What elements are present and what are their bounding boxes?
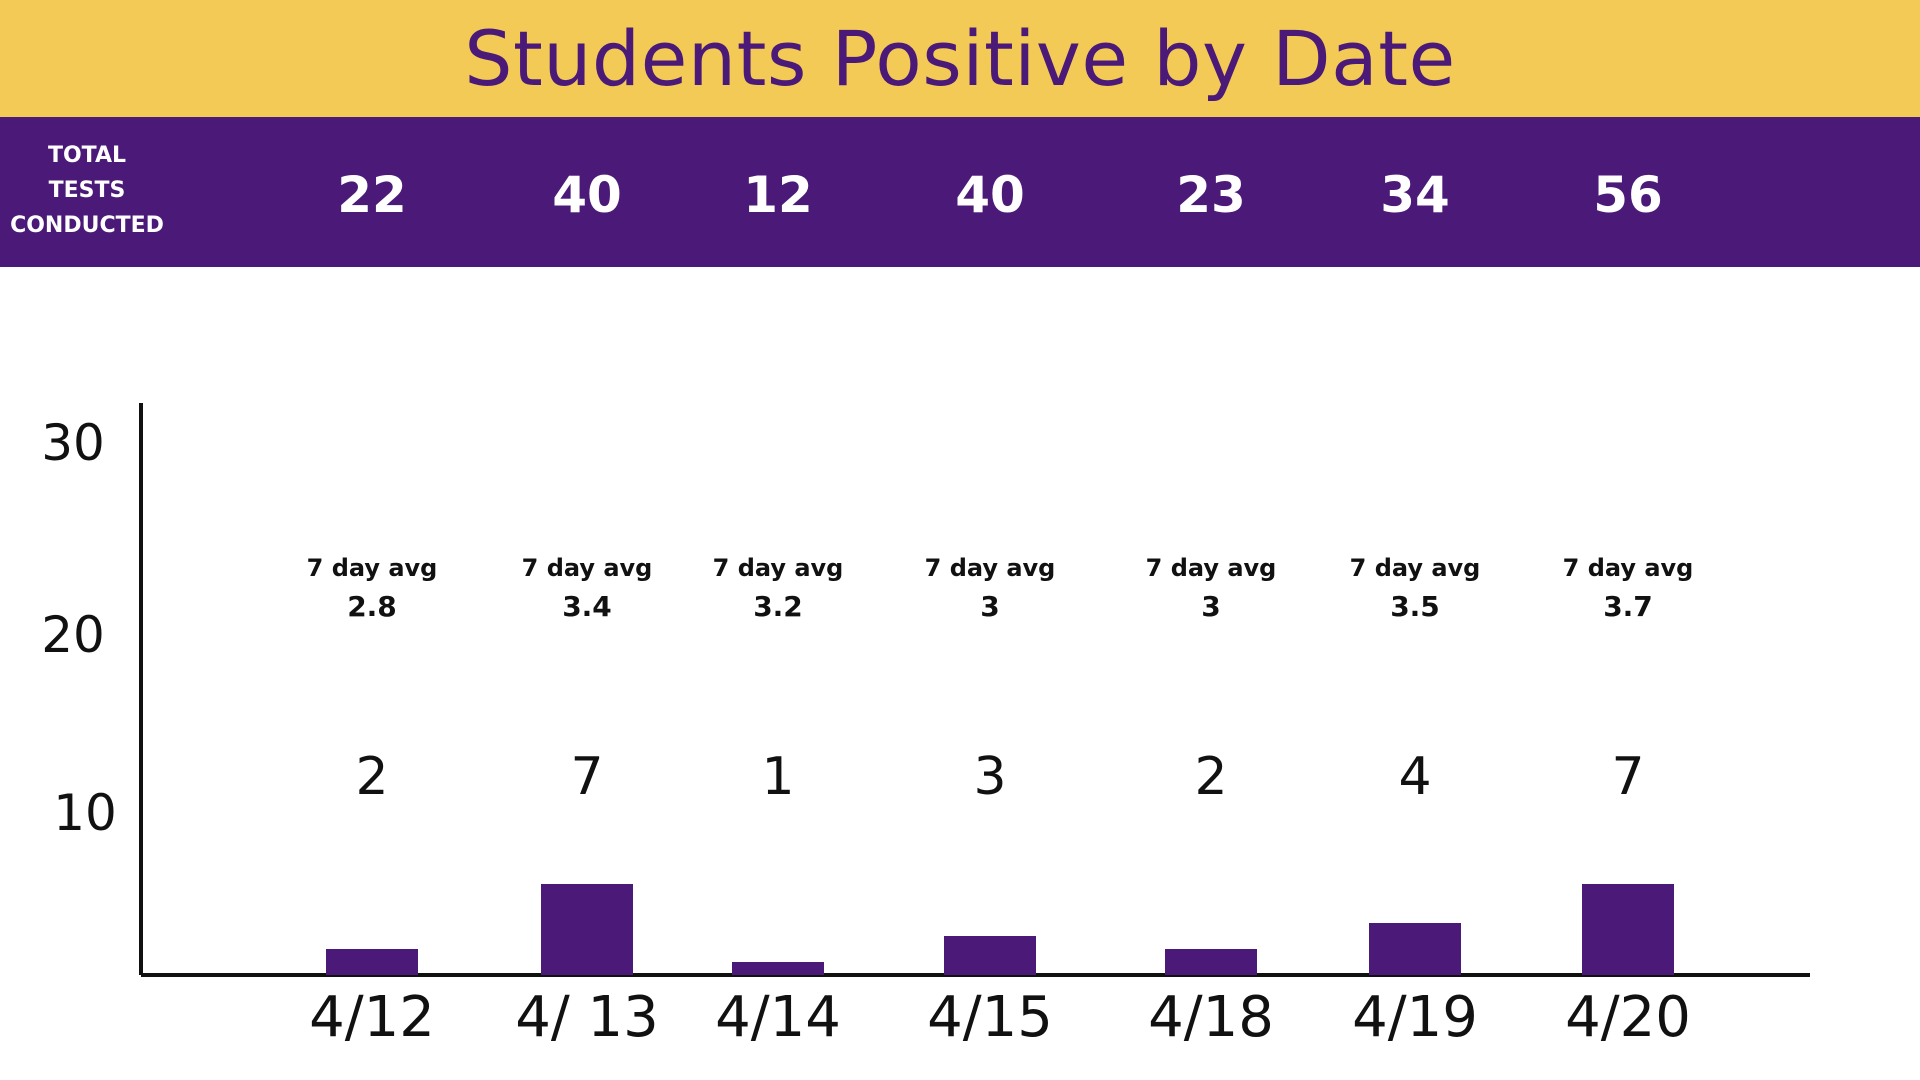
tests-conducted-value: 34 bbox=[1380, 166, 1450, 224]
total-tests-label-line: TOTAL bbox=[47, 143, 127, 168]
x-tick-label: 4/14 bbox=[715, 985, 841, 1050]
bar-value-label: 4 bbox=[1398, 747, 1431, 807]
seven-day-avg-value: 3 bbox=[1201, 590, 1220, 623]
seven-day-avg-caption: 7 day avg bbox=[1146, 554, 1277, 582]
bar-value-label: 7 bbox=[1611, 747, 1644, 807]
bar bbox=[1165, 949, 1257, 975]
x-tick-label: 4/19 bbox=[1352, 985, 1478, 1050]
seven-day-avg-value: 3.7 bbox=[1603, 590, 1653, 623]
seven-day-avg-caption: 7 day avg bbox=[1350, 554, 1481, 582]
y-tick-label: 30 bbox=[41, 414, 105, 472]
title-band bbox=[0, 0, 1920, 117]
tests-conducted-value: 12 bbox=[743, 166, 813, 224]
seven-day-avg-caption: 7 day avg bbox=[925, 554, 1056, 582]
seven-day-avg-value: 3.5 bbox=[1390, 590, 1440, 623]
x-tick-label: 4/15 bbox=[927, 985, 1053, 1050]
seven-day-avg-value: 3 bbox=[980, 590, 999, 623]
total-tests-label: TOTAL TESTS CONDUCTED bbox=[0, 138, 174, 243]
bar bbox=[541, 884, 633, 975]
tests-conducted-value: 22 bbox=[337, 166, 407, 224]
bar-value-label: 3 bbox=[973, 747, 1006, 807]
y-tick-label: 20 bbox=[41, 606, 105, 664]
tests-conducted-value: 40 bbox=[552, 166, 622, 224]
bar-value-label: 7 bbox=[570, 747, 603, 807]
total-tests-label-line: CONDUCTED bbox=[10, 213, 164, 238]
page-title: Students Positive by Date bbox=[464, 14, 1456, 103]
tests-conducted-value: 56 bbox=[1593, 166, 1663, 224]
bar-value-label: 1 bbox=[761, 747, 794, 807]
seven-day-avg-value: 3.4 bbox=[562, 590, 612, 623]
bar bbox=[326, 949, 418, 975]
bar-value-label: 2 bbox=[355, 747, 388, 807]
x-tick-label: 4/20 bbox=[1565, 985, 1691, 1050]
tests-conducted-value: 23 bbox=[1176, 166, 1246, 224]
bar bbox=[732, 962, 824, 975]
tests-band bbox=[0, 117, 1920, 267]
seven-day-avg-caption: 7 day avg bbox=[713, 554, 844, 582]
x-tick-label: 4/18 bbox=[1148, 985, 1274, 1050]
total-tests-row: 22 40 12 40 23 34 56 bbox=[0, 165, 1920, 225]
seven-day-avg-value: 2.8 bbox=[347, 590, 397, 623]
bar bbox=[1582, 884, 1674, 975]
bar bbox=[944, 936, 1036, 975]
x-tick-label: 4/ 13 bbox=[515, 985, 659, 1050]
y-tick-label: 10 bbox=[53, 784, 117, 842]
tests-conducted-value: 40 bbox=[955, 166, 1025, 224]
seven-day-avg-caption: 7 day avg bbox=[522, 554, 653, 582]
seven-day-avg-value: 3.2 bbox=[753, 590, 803, 623]
x-tick-label: 4/12 bbox=[309, 985, 435, 1050]
bar-value-label: 2 bbox=[1194, 747, 1227, 807]
bar bbox=[1369, 923, 1461, 975]
seven-day-avg-caption: 7 day avg bbox=[1563, 554, 1694, 582]
seven-day-avg-caption: 7 day avg bbox=[307, 554, 438, 582]
total-tests-label-line: TESTS bbox=[48, 178, 126, 203]
